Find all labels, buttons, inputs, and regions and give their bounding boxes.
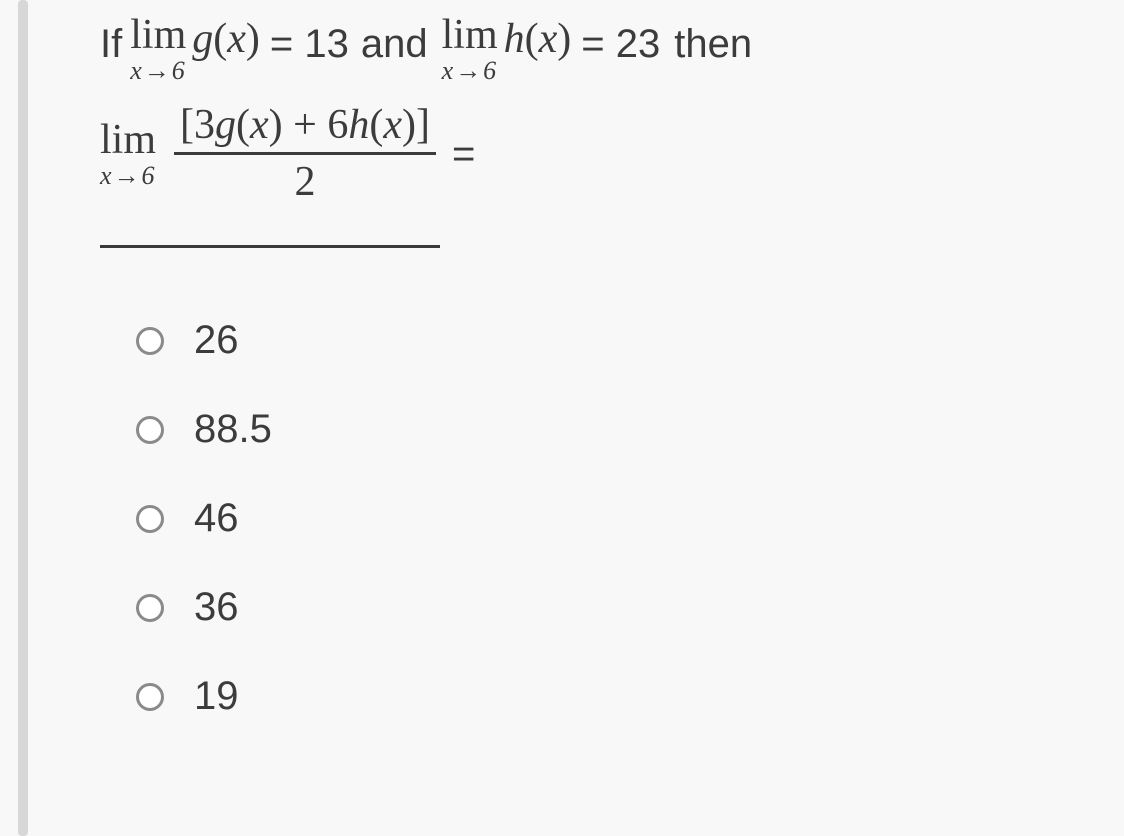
equals-sign: = bbox=[452, 132, 475, 176]
limit-approach: x → 6 bbox=[130, 58, 185, 84]
h-arg: x bbox=[539, 16, 558, 62]
side-rule bbox=[18, 0, 28, 836]
numerator: [3g(x) + 6h(x)] bbox=[174, 102, 436, 148]
option-label: 36 bbox=[194, 585, 239, 630]
h-of-x: h(x) bbox=[498, 14, 576, 62]
limit-var: x bbox=[130, 58, 142, 84]
denominator: 2 bbox=[289, 159, 322, 205]
radio-icon[interactable] bbox=[136, 327, 164, 355]
limit-symbol: lim bbox=[442, 14, 498, 56]
limit-symbol: lim bbox=[100, 119, 156, 161]
option-label: 19 bbox=[194, 674, 239, 719]
radio-icon[interactable] bbox=[136, 416, 164, 444]
limit-var: x bbox=[442, 58, 454, 84]
limit-symbol: lim bbox=[130, 14, 186, 56]
question-page: If lim x → 6 g(x) = 13 and lim x → 6 bbox=[0, 0, 1124, 836]
fraction: [3g(x) + 6h(x)] 2 bbox=[174, 102, 436, 205]
option-26[interactable]: 26 bbox=[136, 318, 1084, 363]
question-line-1: If lim x → 6 g(x) = 13 and lim x → 6 bbox=[100, 14, 1084, 84]
limit-approach: x → 6 bbox=[442, 58, 497, 84]
answer-blank-line bbox=[100, 245, 440, 248]
if-word: If bbox=[100, 14, 122, 66]
arrow-icon: → bbox=[112, 163, 142, 189]
arrow-icon: → bbox=[453, 58, 483, 84]
radio-icon[interactable] bbox=[136, 594, 164, 622]
h-func: h bbox=[504, 16, 525, 62]
g-arg: x bbox=[227, 16, 246, 62]
limit-val: 6 bbox=[172, 58, 185, 84]
limit-expression: lim x → 6 bbox=[100, 119, 156, 189]
g-func: g bbox=[192, 16, 213, 62]
radio-icon[interactable] bbox=[136, 505, 164, 533]
limit-approach: x → 6 bbox=[100, 163, 155, 189]
h-value: = 23 bbox=[575, 14, 670, 66]
option-19[interactable]: 19 bbox=[136, 674, 1084, 719]
options-list: 26 88.5 46 36 19 bbox=[136, 318, 1084, 719]
option-46[interactable]: 46 bbox=[136, 496, 1084, 541]
option-label: 88.5 bbox=[194, 407, 272, 452]
g-value: = 13 bbox=[264, 14, 359, 66]
radio-icon[interactable] bbox=[136, 683, 164, 711]
question-line-2: lim x → 6 [3g(x) + 6h(x)] 2 = bbox=[100, 102, 1084, 205]
option-label: 26 bbox=[194, 318, 239, 363]
limit-val: 6 bbox=[483, 58, 496, 84]
limit-g: lim x → 6 bbox=[130, 14, 186, 84]
and-word: and bbox=[359, 14, 442, 66]
option-label: 46 bbox=[194, 496, 239, 541]
arrow-icon: → bbox=[142, 58, 172, 84]
question-stem: If lim x → 6 g(x) = 13 and lim x → 6 bbox=[100, 14, 1084, 248]
limit-h: lim x → 6 bbox=[442, 14, 498, 84]
limit-var: x bbox=[100, 163, 112, 189]
option-36[interactable]: 36 bbox=[136, 585, 1084, 630]
then-word: then bbox=[670, 14, 752, 66]
fraction-bar bbox=[174, 152, 436, 155]
option-88-5[interactable]: 88.5 bbox=[136, 407, 1084, 452]
g-of-x: g(x) bbox=[186, 14, 264, 62]
limit-val: 6 bbox=[142, 163, 155, 189]
